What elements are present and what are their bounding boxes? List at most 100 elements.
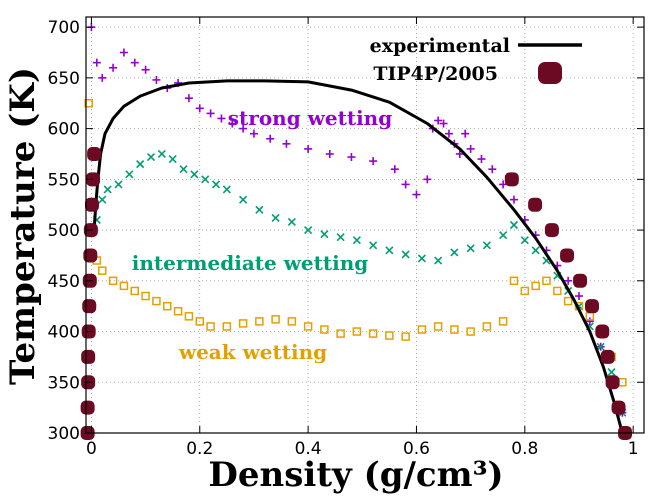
data-point-intermediate <box>114 180 123 189</box>
data-point-strong <box>499 180 508 189</box>
y-tick-label: 400 <box>48 323 80 343</box>
data-point-intermediate <box>136 160 145 169</box>
data-point-intermediate <box>255 205 264 214</box>
data-point-weak <box>417 325 427 334</box>
data-point-strong <box>434 116 443 125</box>
data-point-intermediate <box>168 154 177 164</box>
series-intermediate-wetting <box>92 149 627 417</box>
data-point-strong <box>412 190 421 199</box>
data-point-weak <box>531 281 540 291</box>
data-point-intermediate <box>607 368 616 377</box>
series-layer <box>80 23 633 440</box>
data-point-weak <box>509 276 519 286</box>
data-point-weak <box>520 286 530 296</box>
data-point-weak <box>336 329 345 338</box>
y-tick-label: 600 <box>48 120 80 140</box>
series-line-experimental <box>92 79 624 434</box>
y-tick-label: 450 <box>48 272 80 292</box>
data-point-intermediate <box>369 241 378 250</box>
data-point-weak <box>385 331 394 340</box>
data-point-intermediate <box>520 236 529 245</box>
axis-ticks: 0 0.2 0.4 0.6 0.8 1 300 350 400 450 500 550 600 650 70… <box>48 17 644 459</box>
data-point-intermediate <box>336 233 345 242</box>
data-point-weak <box>303 322 313 331</box>
data-point-weak <box>119 281 129 291</box>
data-point-intermediate <box>352 236 361 245</box>
data-point-weak <box>287 317 297 326</box>
data-point-tip4p <box>611 400 626 415</box>
data-point-tip4p <box>600 349 615 364</box>
data-point-strong <box>585 317 594 326</box>
data-point-weak <box>466 327 475 336</box>
data-point-strong <box>423 175 432 184</box>
data-point-strong <box>488 165 497 174</box>
y-tick-label: 650 <box>48 69 80 89</box>
x-tick-label: 1 <box>628 439 639 459</box>
data-point-weak <box>320 325 329 334</box>
data-point-weak <box>98 266 107 275</box>
data-point-intermediate <box>320 230 329 239</box>
data-point-strong <box>509 195 518 204</box>
data-point-tip4p <box>86 172 101 187</box>
data-point-strong <box>304 144 313 153</box>
data-point-tip4p <box>528 197 543 212</box>
data-point-weak <box>368 329 378 338</box>
data-point-strong <box>206 109 215 118</box>
x-tick-label: 0.8 <box>511 439 538 459</box>
data-point-intermediate <box>401 250 410 259</box>
data-point-intermediate <box>271 213 280 222</box>
data-point-intermediate <box>146 152 156 162</box>
data-point-strong <box>455 149 464 158</box>
data-point-intermediate <box>190 170 199 179</box>
data-point-intermediate <box>450 248 459 257</box>
data-point-strong <box>369 157 378 166</box>
series-tip4p-2005 <box>80 146 633 440</box>
data-point-weak <box>195 317 205 326</box>
data-point-intermediate <box>103 185 112 194</box>
data-point-weak <box>482 322 492 331</box>
data-point-strong <box>439 119 448 128</box>
data-point-intermediate <box>222 185 231 194</box>
data-point-tip4p <box>84 197 99 212</box>
data-point-intermediate <box>211 180 221 189</box>
data-point-tip4p <box>504 172 519 187</box>
data-point-intermediate <box>287 217 296 227</box>
data-point-strong <box>390 165 399 174</box>
data-point-weak <box>141 291 150 301</box>
data-point-strong <box>141 65 150 74</box>
data-point-strong <box>195 104 204 113</box>
data-point-weak <box>401 332 410 341</box>
data-point-intermediate <box>157 149 166 159</box>
data-point-weak <box>184 312 194 321</box>
data-point-strong <box>98 73 107 82</box>
data-point-intermediate <box>385 246 394 255</box>
data-point-strong <box>461 129 470 138</box>
data-point-strong <box>444 129 453 138</box>
data-point-weak <box>173 306 183 316</box>
data-point-strong <box>152 75 161 84</box>
data-point-tip4p <box>83 248 98 263</box>
x-tick-label: 0.6 <box>403 439 430 459</box>
data-point-intermediate <box>239 195 248 204</box>
data-point-weak <box>553 286 562 296</box>
y-tick-label: 500 <box>48 221 80 241</box>
y-axis-title: Temperature (K) <box>3 67 43 385</box>
data-point-strong <box>119 48 128 57</box>
data-point-weak <box>255 317 264 326</box>
data-point-weak <box>271 315 280 324</box>
data-point-intermediate <box>417 254 426 263</box>
data-point-tip4p <box>573 273 588 288</box>
data-point-strong <box>325 149 334 158</box>
data-point-tip4p <box>80 400 95 415</box>
data-point-weak <box>163 301 172 311</box>
x-tick-label: 0.2 <box>186 439 213 459</box>
series-experimental <box>92 79 624 434</box>
plot-frame <box>85 16 645 434</box>
data-point-strong <box>347 153 356 162</box>
y-tick-label: 550 <box>48 170 80 190</box>
data-point-weak <box>238 319 248 328</box>
data-point-strong <box>92 58 101 67</box>
legend-marker-tip4p <box>538 62 562 84</box>
data-point-intermediate <box>499 231 508 240</box>
